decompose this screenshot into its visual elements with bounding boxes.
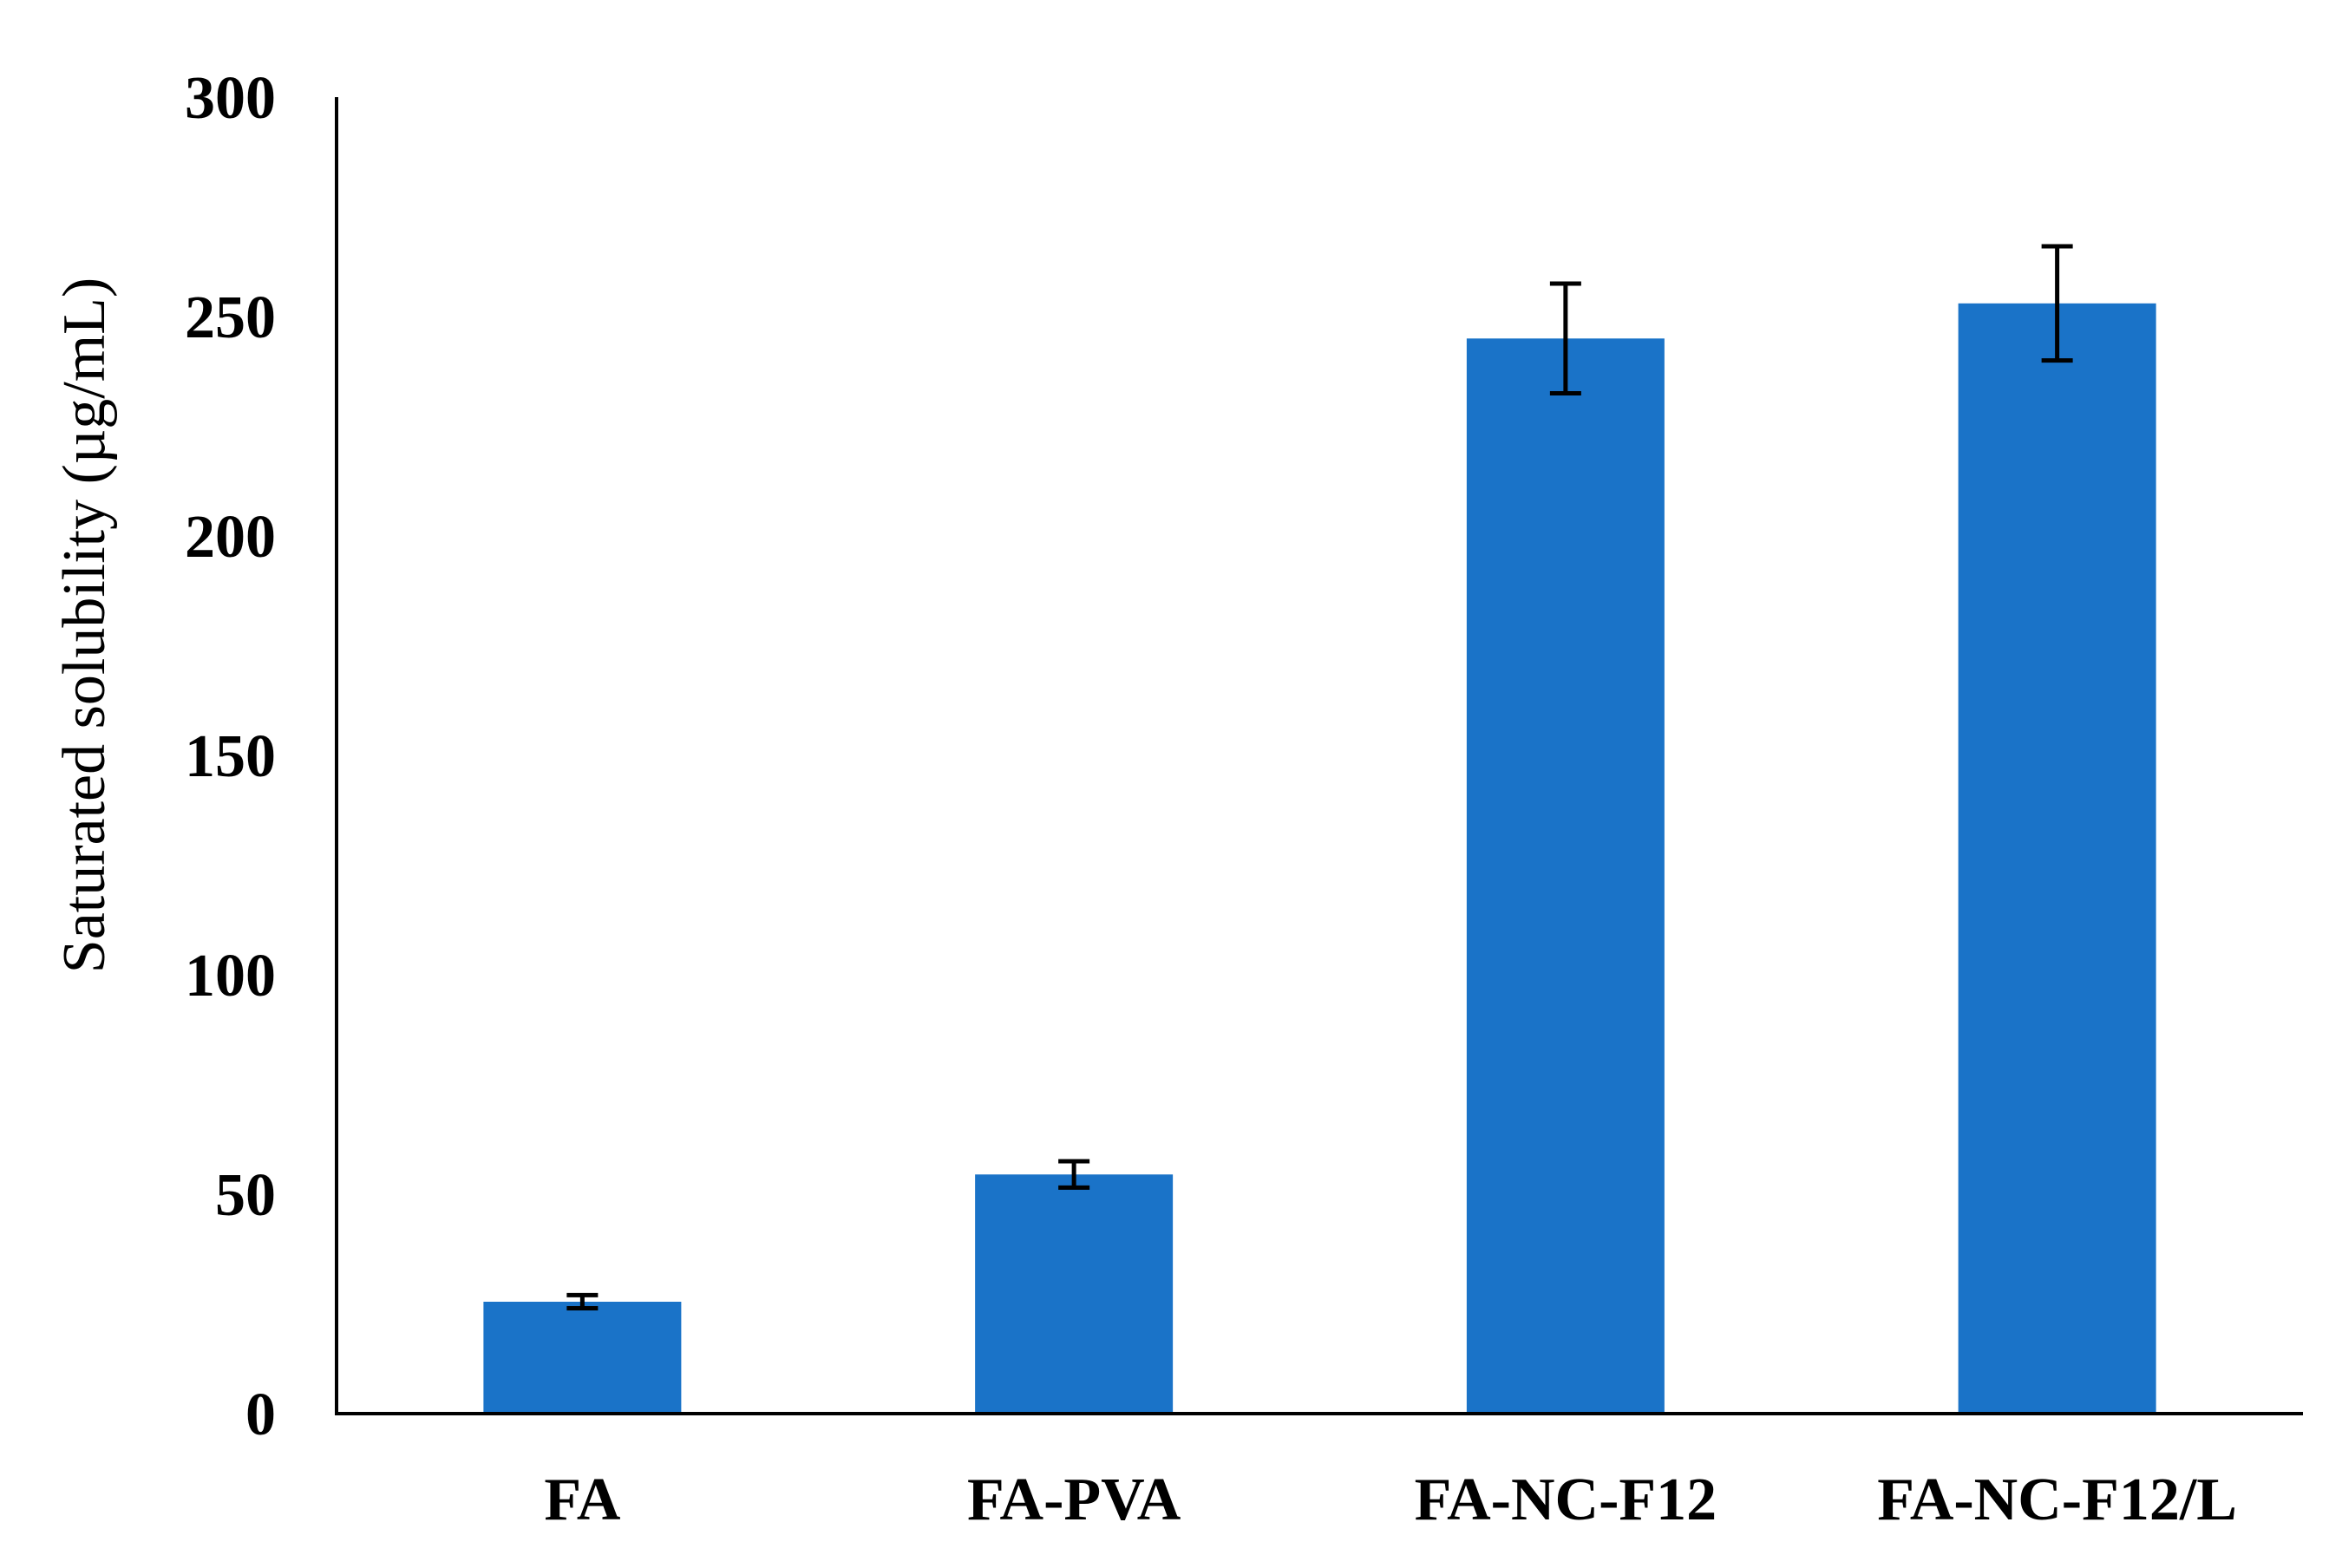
x-category-labels: FA FA-PVA FA-NC-F12 FA-NC-F12/L (544, 1467, 2237, 1533)
error-bars-group (566, 244, 2073, 1311)
error-bar (1058, 1159, 1090, 1190)
bar (1466, 338, 1665, 1414)
y-tick-label: 300 (185, 65, 276, 132)
y-tick-labels: 0 50 100 150 200 250 300 (185, 65, 276, 1448)
x-category-label: FA (544, 1467, 621, 1533)
x-category-label: FA-PVA (967, 1467, 1181, 1533)
y-tick-label: 200 (185, 504, 276, 571)
x-category-label: FA-NC-F12 (1415, 1467, 1717, 1533)
error-bar (1549, 281, 1581, 396)
y-tick-label: 0 (245, 1382, 276, 1448)
axes-group (335, 97, 2303, 1415)
y-tick-label: 150 (185, 723, 276, 790)
error-bar (2041, 244, 2073, 363)
y-tick-label: 250 (185, 284, 276, 351)
bars-group (483, 303, 2156, 1414)
y-axis-title: Saturated solubility (µg/mL) (51, 278, 118, 973)
x-category-label: FA-NC-F12/L (1877, 1467, 2237, 1533)
bar (483, 1301, 682, 1414)
y-tick-label: 100 (185, 943, 276, 1009)
y-tick-label: 50 (215, 1162, 276, 1229)
bar (1958, 303, 2156, 1414)
bar (975, 1174, 1174, 1414)
error-bar (566, 1292, 599, 1311)
